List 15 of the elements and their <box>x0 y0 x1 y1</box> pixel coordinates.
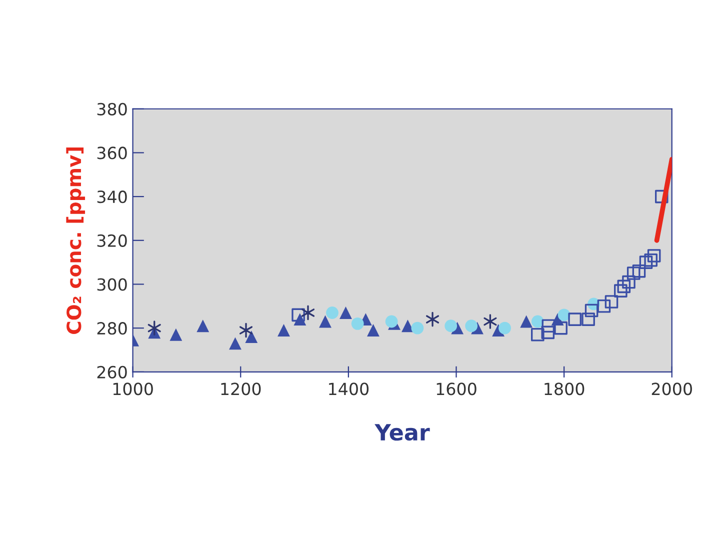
y-tick-label: 320 <box>97 234 127 247</box>
y-tick-label: 380 <box>97 102 127 116</box>
x-tick-label: 1800 <box>544 382 584 396</box>
y-tick-label: 260 <box>97 366 127 378</box>
x-tick-label: 1600 <box>436 382 476 396</box>
x-axis-title: Year <box>374 424 430 441</box>
x-tick-label: 2000 <box>652 382 692 396</box>
y-tick-label: 300 <box>97 278 127 291</box>
y-tick-label: 340 <box>97 190 127 204</box>
x-tick-label: 1000 <box>113 382 153 396</box>
x-tick-label: 1400 <box>329 382 369 396</box>
y-tick-label: 280 <box>97 322 127 335</box>
y-axis-title: CO₂ conc. [ppmv] <box>66 148 86 334</box>
y-tick-label: 360 <box>97 146 127 160</box>
x-tick-label: 1200 <box>221 382 261 396</box>
